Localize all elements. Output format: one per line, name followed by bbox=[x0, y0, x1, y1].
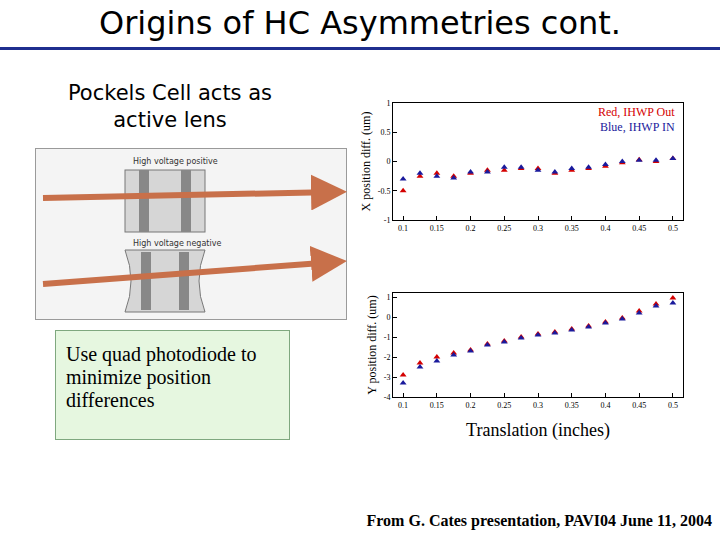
svg-text:-2: -2 bbox=[384, 353, 391, 362]
svg-text:0.5: 0.5 bbox=[380, 128, 390, 137]
svg-text:-1: -1 bbox=[384, 216, 391, 225]
svg-text:0.2: 0.2 bbox=[466, 401, 476, 410]
svg-text:Red, IHWP Out: Red, IHWP Out bbox=[598, 105, 675, 119]
svg-text:-3: -3 bbox=[384, 373, 391, 382]
svg-text:0.15: 0.15 bbox=[430, 224, 444, 233]
svg-text:High voltage positive: High voltage positive bbox=[133, 157, 218, 166]
svg-text:0.2: 0.2 bbox=[466, 224, 476, 233]
svg-text:0.25: 0.25 bbox=[497, 224, 511, 233]
svg-text:0.3: 0.3 bbox=[533, 401, 543, 410]
svg-text:Translation (inches): Translation (inches) bbox=[466, 420, 610, 441]
svg-text:0.45: 0.45 bbox=[632, 401, 646, 410]
svg-text:Blue, IHWP IN: Blue, IHWP IN bbox=[600, 120, 675, 134]
html-text:From G. Cates presentation, PA: From G. Cates presentation, PAVI04 June … bbox=[366, 512, 712, 529]
svg-text:0.45: 0.45 bbox=[632, 224, 646, 233]
svg-text:0.5: 0.5 bbox=[668, 224, 678, 233]
svg-text:0.4: 0.4 bbox=[600, 401, 610, 410]
svg-text:1: 1 bbox=[386, 99, 390, 108]
svg-text:0.25: 0.25 bbox=[497, 401, 511, 410]
svg-text:-1: -1 bbox=[384, 333, 391, 342]
svg-text:-4: -4 bbox=[384, 393, 391, 402]
html-text:Origins of HC Asymmetries cont: Origins of HC Asymmetries cont. bbox=[99, 4, 621, 42]
svg-text:0: 0 bbox=[386, 157, 390, 166]
svg-text:1: 1 bbox=[386, 293, 390, 302]
svg-text:Y position diff. (um): Y position diff. (um) bbox=[365, 295, 379, 394]
svg-text:0.1: 0.1 bbox=[398, 224, 408, 233]
svg-text:0.35: 0.35 bbox=[565, 401, 579, 410]
svg-text:0.4: 0.4 bbox=[600, 224, 610, 233]
svg-text:-0.5: -0.5 bbox=[378, 187, 391, 196]
svg-text:0.1: 0.1 bbox=[398, 401, 408, 410]
svg-text:0.3: 0.3 bbox=[533, 224, 543, 233]
html-text:Pockels Cell acts as active le: Pockels Cell acts as active lens bbox=[68, 81, 272, 132]
svg-text:0.15: 0.15 bbox=[430, 401, 444, 410]
svg-text:X position diff. (um): X position diff. (um) bbox=[359, 112, 373, 212]
svg-text:0.5: 0.5 bbox=[668, 401, 678, 410]
html-text:Use quad photodiode to minimiz: Use quad photodiode to minimize position… bbox=[66, 343, 257, 411]
svg-text:High voltage negative: High voltage negative bbox=[133, 239, 221, 248]
svg-text:0: 0 bbox=[386, 313, 390, 322]
svg-text:0.35: 0.35 bbox=[565, 224, 579, 233]
